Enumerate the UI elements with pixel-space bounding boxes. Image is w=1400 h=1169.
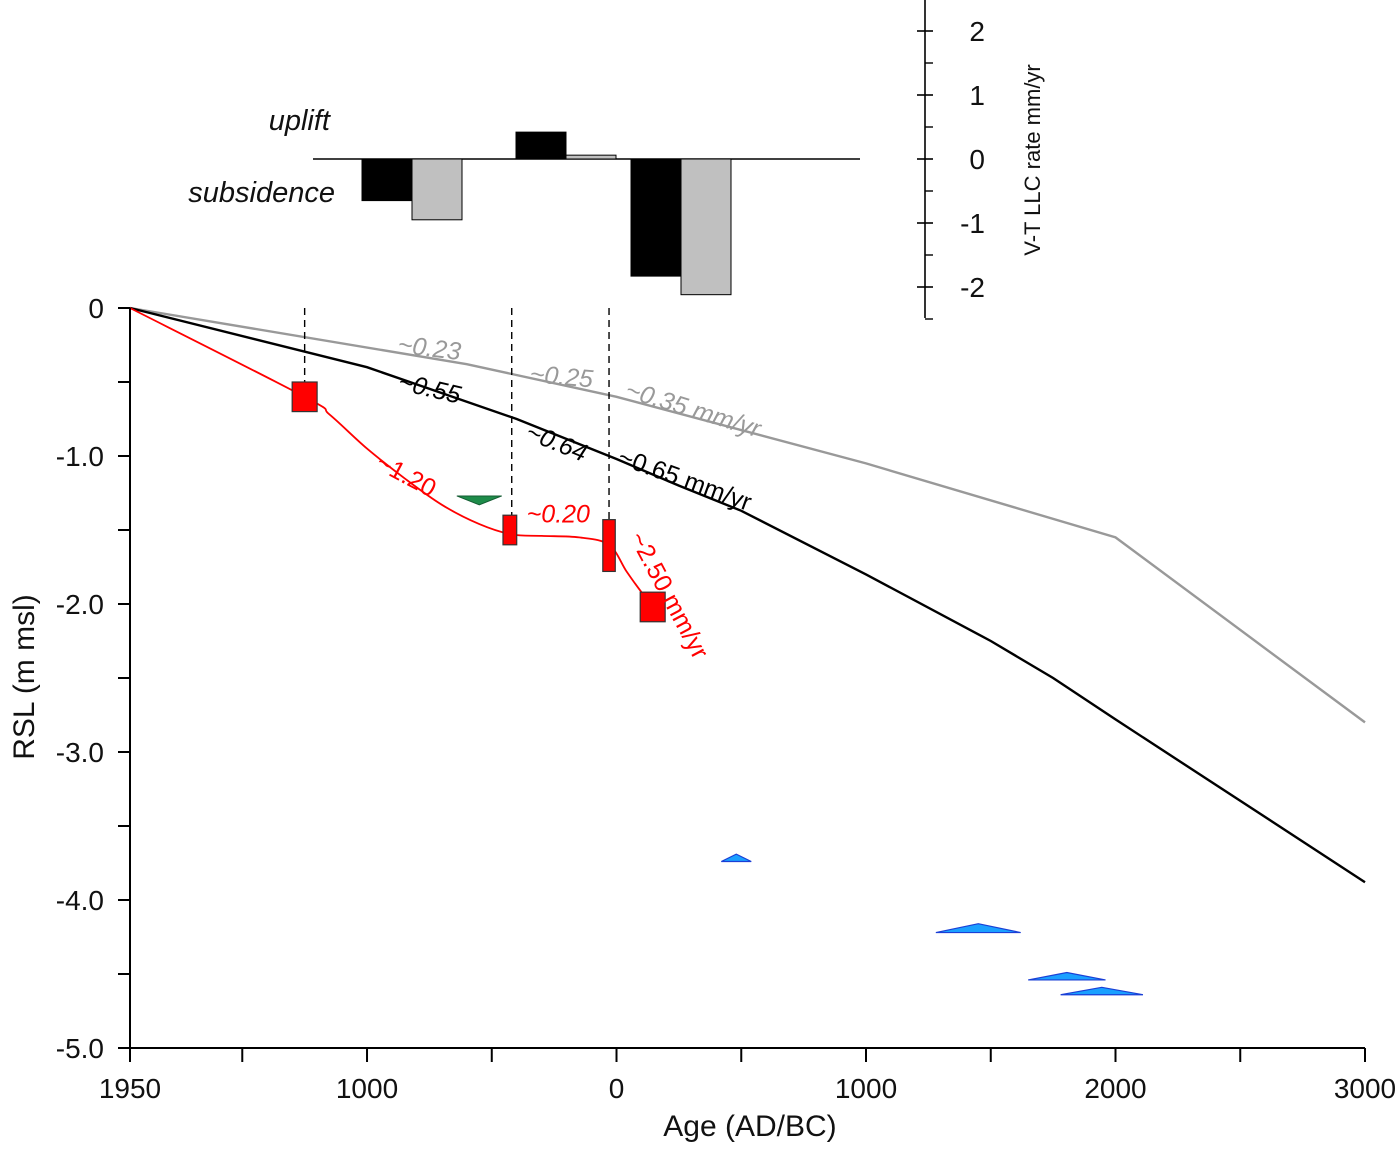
inset-tick-label: 1 <box>969 80 985 111</box>
x-tick-label: 1950 <box>99 1073 161 1104</box>
x-tick-label: 0 <box>609 1073 625 1104</box>
marine-limiting-point <box>721 853 752 863</box>
sea-level-index-point <box>639 591 666 623</box>
subsidence-label: subsidence <box>188 177 335 209</box>
x-tick-label: 1000 <box>336 1073 398 1104</box>
rate-annotation: ~0.20 <box>527 501 590 529</box>
x-tick-label: 3000 <box>1334 1073 1396 1104</box>
bar-black <box>515 131 567 160</box>
rate-annotation: ~0.55 <box>396 368 464 410</box>
llc-rate-bars <box>313 131 860 296</box>
rate-annotation: ~0.23 <box>396 331 462 367</box>
bar-grey <box>680 158 732 296</box>
rate-annotation: ~0.64 <box>522 418 591 468</box>
y-tick-label: 0 <box>88 293 104 324</box>
inset-y-axis-title: V-T LLC rate mm/yr <box>1020 64 1045 256</box>
series-line-red_curve <box>129 307 653 605</box>
rate-annotation: ~1.20 <box>372 448 441 502</box>
y-tick-label: -2.0 <box>56 589 104 620</box>
y-tick-label: -1.0 <box>56 441 104 472</box>
series-line-grey_curve <box>129 306 1366 724</box>
inset-tick-label: 2 <box>969 16 985 47</box>
y-axis-title: RSL (m msl) <box>8 594 41 760</box>
sea-level-index-point <box>502 514 518 546</box>
rate-annotation: ~0.35 mm/yr <box>622 376 765 444</box>
marine-limiting-point <box>1028 971 1106 981</box>
llc-rate-bar-chart: 2 1 0 -1 -2 uplift subsidence V-T LLC rate m… <box>188 0 1045 320</box>
inset-tick-label: -1 <box>960 208 985 239</box>
bar-black <box>361 158 413 202</box>
y-tick-label: -4.0 <box>56 885 104 916</box>
x-tick-label: 1000 <box>835 1073 897 1104</box>
sea-level-index-point <box>291 381 318 413</box>
vertical-dashed-lines <box>303 308 610 542</box>
sea-level-index-point <box>602 519 616 573</box>
rsl-axes: 1950 1000 0 1000 2000 3000 0 -1.0 -2.0 -3.0 -4.0 -5… <box>56 293 1396 1104</box>
inset-tick-label: -2 <box>960 272 985 303</box>
rsl-curves <box>129 306 1366 884</box>
marine-limiting-point <box>935 923 1021 934</box>
rate-annotation: ~0.65 mm/yr <box>614 443 755 517</box>
sea-level-markers <box>291 381 1144 996</box>
llc-rate-axis: 2 1 0 -1 -2 <box>917 0 985 320</box>
y-tick-label: -5.0 <box>56 1033 104 1064</box>
series-line-black_curve <box>129 306 1366 884</box>
x-tick-label: 2000 <box>1084 1073 1146 1104</box>
rate-annotation: ~2.50 mm/yr <box>624 527 714 663</box>
marine-limiting-point <box>1060 986 1144 996</box>
uplift-label: uplift <box>269 105 332 137</box>
x-axis-title: Age (AD/BC) <box>663 1110 836 1143</box>
bar-grey <box>411 158 463 221</box>
bar-black <box>630 158 682 277</box>
inset-tick-label: 0 <box>969 144 985 175</box>
rate-annotation: ~0.25 <box>529 360 595 393</box>
rsl-chart: 1950 1000 0 1000 2000 3000 0 -1.0 -2.0 -3.0 -4.0 -5… <box>8 293 1396 1143</box>
y-tick-label: -3.0 <box>56 737 104 768</box>
terrestrial-limiting-point <box>456 495 502 506</box>
bar-grey <box>565 154 617 160</box>
